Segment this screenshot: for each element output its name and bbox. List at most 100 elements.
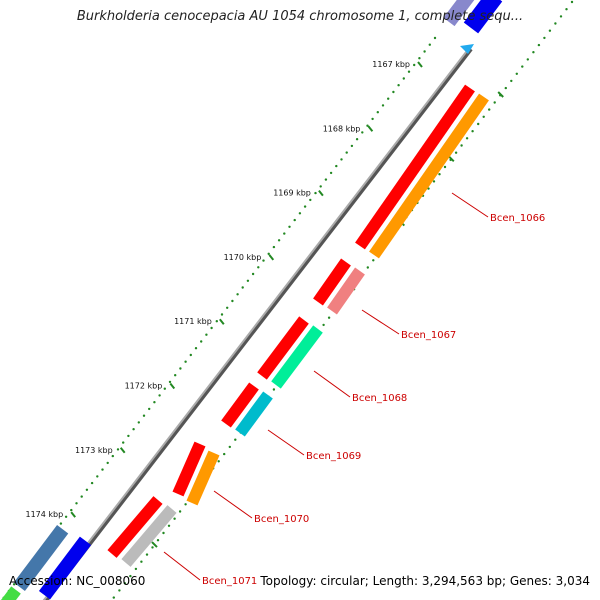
inner-ring-dot <box>543 36 546 40</box>
kbp-label: 1174 kbp <box>25 510 63 519</box>
accession-text: Accession: NC_008060 <box>9 574 146 588</box>
inner-ring-dot <box>184 503 187 506</box>
gene-label[interactable]: Bcen_1067 <box>401 330 456 341</box>
outer-ring-dot <box>116 448 120 451</box>
outer-ring-dot <box>231 299 234 303</box>
outer-ring-dot <box>12 583 16 586</box>
gene-inner-bar <box>186 450 220 506</box>
inner-ring-dot <box>482 115 485 119</box>
outer-ring-dot <box>205 333 208 336</box>
kbp-label: 1168 kbp <box>323 124 361 133</box>
outer-ring-dot <box>293 218 296 222</box>
gene-label[interactable]: Bcen_1069 <box>306 451 361 462</box>
outer-ring-dot <box>168 380 172 384</box>
ruler-tick <box>70 511 76 518</box>
outer-ring-dot <box>226 306 229 309</box>
top-feature-lavender <box>443 0 479 27</box>
bottom-feature-green <box>0 586 21 600</box>
inner-ring-dot <box>129 574 132 578</box>
backbone-shadow <box>44 47 473 600</box>
kbp-label: 1172 kbp <box>125 382 163 391</box>
outer-ring-dot <box>142 414 146 417</box>
outer-ring-dot <box>267 252 270 255</box>
ruler-tick <box>367 125 374 132</box>
bottom-feature-group <box>0 525 92 600</box>
inner-ring-dot <box>471 130 474 133</box>
outer-ring-dot <box>397 84 400 87</box>
inner-ring-dot <box>322 323 325 327</box>
bottom-feature-steel <box>13 525 69 591</box>
outer-ring-dot <box>272 245 276 249</box>
inner-ring-dot <box>504 86 507 90</box>
outer-ring-dot <box>64 515 68 518</box>
gene-label[interactable]: Bcen_1071 <box>202 576 257 587</box>
top-feature-blue <box>463 0 503 34</box>
inner-ring-dot <box>162 531 165 535</box>
gene-label[interactable]: Bcen_1068 <box>352 393 407 404</box>
inner-ring-dot <box>515 72 518 76</box>
outer-ring-dot <box>361 131 364 134</box>
outer-ring-dot <box>70 508 73 512</box>
gene-inner-bar <box>327 267 365 315</box>
outer-ring-dot <box>158 394 161 397</box>
outer-ring-dot <box>340 158 343 161</box>
ruler-tick <box>169 382 176 390</box>
inner-ring-dot <box>537 43 541 47</box>
inner-ring-dot <box>145 553 149 556</box>
ruler-tick <box>318 189 324 197</box>
gene-features <box>107 84 489 567</box>
outer-ring-dot <box>376 111 379 114</box>
ruler-tick <box>268 254 275 261</box>
gene-outer-bar <box>355 84 475 250</box>
gene-label[interactable]: Bcen_1066 <box>490 213 545 224</box>
inner-ring-dot <box>234 438 237 441</box>
outer-ring-dot <box>428 43 431 46</box>
inner-ring-dot <box>151 546 154 549</box>
outer-ring-dot <box>366 124 369 127</box>
gene-inner-bar <box>235 391 273 437</box>
inner-ring-dot <box>372 259 375 262</box>
outer-ring-dot <box>433 36 437 40</box>
callout-line <box>267 429 305 456</box>
ruler-tick <box>119 447 126 454</box>
gene-inner-bar <box>369 93 489 259</box>
outer-ring-dot <box>402 77 405 80</box>
outer-ring-dot <box>59 522 63 525</box>
inner-ring-dot <box>432 180 436 183</box>
outer-ring-dot <box>257 266 260 269</box>
inner-ring-dot <box>510 79 513 83</box>
gene-label[interactable]: Bcen_1070 <box>254 514 309 525</box>
outer-ring-dot <box>350 144 354 148</box>
outer-ring-dot <box>101 468 104 471</box>
outer-ring-dot <box>387 97 390 100</box>
inner-ring-dot <box>460 144 463 147</box>
backbone <box>42 46 471 600</box>
inner-ring-dot <box>565 8 568 11</box>
inner-ring-dot <box>178 510 182 513</box>
inner-ring-dot <box>554 22 557 25</box>
inner-ring-dot <box>488 108 491 111</box>
inner-ring-tick <box>151 541 158 548</box>
outer-ring-dot <box>381 104 385 107</box>
kbp-label: 1169 kbp <box>273 189 311 198</box>
inner-ring-dot <box>454 151 458 154</box>
outer-ring-dot <box>215 320 218 323</box>
outer-ring-dot <box>210 326 213 330</box>
outer-ring-dot <box>407 70 411 73</box>
callout-line <box>313 370 351 398</box>
outer-ring-dot <box>329 171 333 175</box>
ruler-ticks: 1167 kbp 1168 kbp 1169 kbp 1170 kbp 1171 kbp… <box>25 60 504 548</box>
kbp-label: 1167 kbp <box>372 60 410 69</box>
kbp-label: 1173 kbp <box>75 446 113 455</box>
inner-ring-dot <box>112 596 116 599</box>
inner-ring-dot <box>438 173 441 176</box>
ruler-tick <box>417 61 423 68</box>
outer-ring-dot <box>423 50 426 53</box>
outer-ring-dot <box>355 138 359 141</box>
inner-ring-dot <box>140 560 143 563</box>
outer-ring-dot <box>194 347 198 350</box>
outer-ring-dot <box>283 232 286 235</box>
inner-ring-dot <box>134 567 138 571</box>
inner-ring-dot <box>526 58 529 61</box>
